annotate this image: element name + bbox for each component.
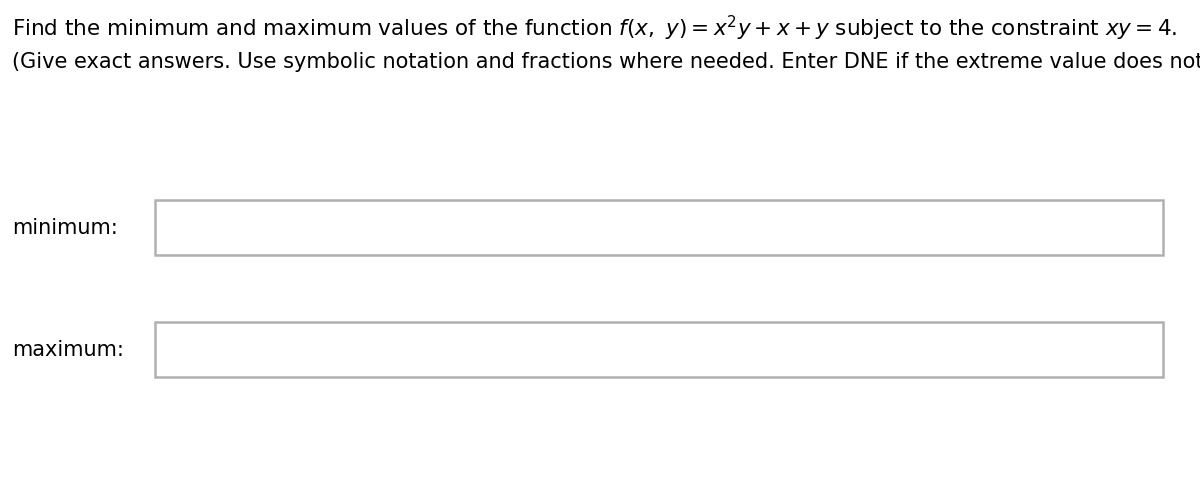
Text: minimum:: minimum: (12, 217, 118, 238)
Text: (Give exact answers. Use symbolic notation and fractions where needed. Enter DNE: (Give exact answers. Use symbolic notati… (12, 52, 1200, 72)
FancyBboxPatch shape (155, 200, 1163, 255)
Text: maximum:: maximum: (12, 340, 124, 359)
FancyBboxPatch shape (155, 322, 1163, 377)
Text: Find the minimum and maximum values of the function $\mathit{f}(x,\ y) = x^2y + : Find the minimum and maximum values of t… (12, 14, 1177, 43)
